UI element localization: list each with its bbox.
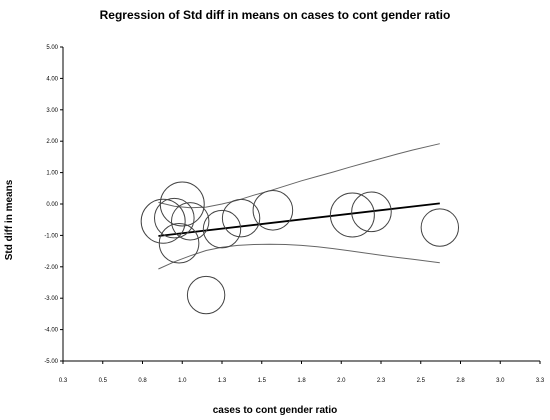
study-points-layer xyxy=(140,181,460,315)
y-tick-label: 4.00 xyxy=(46,76,58,82)
y-tick-label: 1.00 xyxy=(46,171,58,177)
ci-lower-curve xyxy=(158,243,440,270)
x-tick-label: 1.5 xyxy=(258,378,267,384)
y-tick-label: -4.00 xyxy=(44,328,58,334)
x-tick-label: 2.0 xyxy=(337,378,346,384)
study-point xyxy=(420,208,460,247)
y-tick-label: -1.00 xyxy=(44,233,58,239)
x-tick-label: 3.3 xyxy=(536,378,545,384)
study-point xyxy=(351,191,392,233)
study-point xyxy=(252,189,294,231)
y-tick-label: -5.00 xyxy=(44,359,58,365)
regression-line xyxy=(158,202,440,237)
x-tick-label: 3.0 xyxy=(496,378,505,384)
chart-title: Regression of Std diff in means on cases… xyxy=(99,8,451,22)
study-point xyxy=(158,222,200,264)
study-point xyxy=(154,197,195,239)
study-point xyxy=(159,181,205,227)
study-point xyxy=(329,192,375,238)
y-tick-label: 5.00 xyxy=(46,45,58,51)
x-tick-label: 1.3 xyxy=(218,378,227,384)
study-point xyxy=(221,198,261,238)
x-tick-label: 0.3 xyxy=(59,378,68,384)
study-point xyxy=(140,198,186,244)
x-tick-label: 1.8 xyxy=(297,378,306,384)
x-axis-label: cases to cont gender ratio xyxy=(212,405,338,416)
y-tick-label: -2.00 xyxy=(44,265,58,271)
x-tick-label: 0.5 xyxy=(99,378,108,384)
y-tick-label: -3.00 xyxy=(44,296,58,302)
x-tick-label: 2.5 xyxy=(417,378,426,384)
y-tick-label: 2.00 xyxy=(46,139,58,145)
ci-upper-curve xyxy=(158,143,440,209)
study-point xyxy=(186,275,226,315)
y-tick-label: 3.00 xyxy=(46,108,58,114)
x-tick-label: 1.0 xyxy=(178,378,187,384)
confidence-interval-layer xyxy=(158,143,440,270)
x-tick-label: 0.8 xyxy=(138,378,147,384)
y-tick-label: 0.00 xyxy=(46,202,58,208)
x-tick-label: 2.3 xyxy=(377,378,386,384)
axes-layer: 5.00 4.00 3.00 2.00 1.00 0.00 -1.00 -2.00 -3.00 -… xyxy=(44,45,545,384)
study-point xyxy=(202,209,242,249)
regression-line-layer xyxy=(158,202,440,237)
study-point xyxy=(171,202,210,241)
x-tick-label: 2.8 xyxy=(456,378,465,384)
